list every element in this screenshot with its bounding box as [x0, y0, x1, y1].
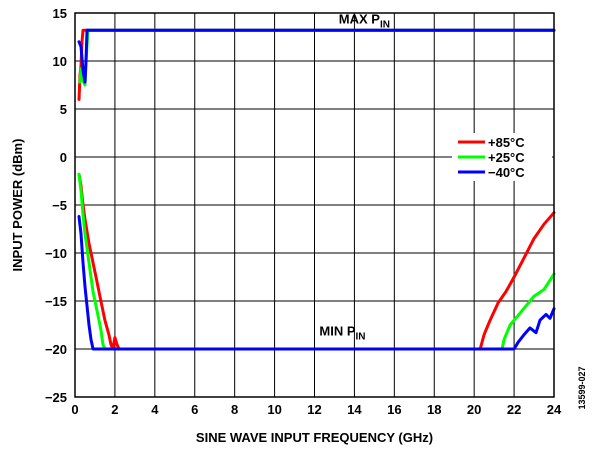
annotation-label: MAX PIN — [339, 12, 390, 31]
legend-label: −40°C — [488, 165, 525, 180]
annotation-label: MIN PIN — [319, 324, 365, 343]
y-tick-label: −20 — [45, 342, 67, 357]
y-tick-label: −10 — [45, 246, 67, 261]
x-tick-label: 10 — [267, 402, 281, 417]
x-tick-label: 22 — [507, 402, 521, 417]
series-line — [77, 172, 556, 351]
x-tick-label: 2 — [111, 402, 118, 417]
x-tick-label: 18 — [427, 402, 441, 417]
x-tick-label: 14 — [347, 402, 362, 417]
legend-label: +85°C — [488, 135, 525, 150]
annotations: MAX PIN MIN PIN — [319, 12, 390, 343]
y-tick-label: −25 — [45, 390, 67, 405]
y-tick-label: −5 — [52, 198, 67, 213]
y-tick-label: −15 — [45, 294, 67, 309]
y-tick-label: 15 — [53, 6, 67, 21]
series-layer — [77, 28, 556, 351]
x-tick-label: 8 — [231, 402, 238, 417]
x-tick-label: 16 — [387, 402, 401, 417]
series-line — [77, 28, 556, 84]
series-line — [77, 172, 556, 351]
series-2 — [77, 28, 556, 351]
x-tick-label: 20 — [467, 402, 481, 417]
y-axis-title: INPUT POWER (dBm) — [10, 139, 25, 272]
series-line — [78, 28, 556, 87]
x-tick-label: 6 — [191, 402, 198, 417]
legend-label: +25°C — [488, 150, 525, 165]
series-line — [77, 28, 556, 101]
figure-id: 13599-027 — [577, 366, 587, 409]
y-tick-label: 10 — [53, 54, 67, 69]
plot-frame — [74, 12, 555, 398]
x-tick-label: 24 — [547, 402, 562, 417]
x-tick-label: 12 — [307, 402, 321, 417]
x-tick-label: 4 — [151, 402, 159, 417]
y-tick-label: 5 — [60, 102, 67, 117]
labels: SINE WAVE INPUT FREQUENCY (GHz) INPUT PO… — [10, 139, 587, 445]
legend: +85°C+25°C−40°C — [452, 133, 552, 181]
x-axis-title: SINE WAVE INPUT FREQUENCY (GHz) — [196, 430, 433, 445]
x-tick-label: 0 — [71, 402, 78, 417]
series-line — [77, 215, 556, 351]
axes: 0 2 4 6 8 10 12 14 16 18 20 22 24151050−5−10−15−20−2… — [45, 6, 562, 417]
y-tick-label: 0 — [60, 150, 67, 165]
